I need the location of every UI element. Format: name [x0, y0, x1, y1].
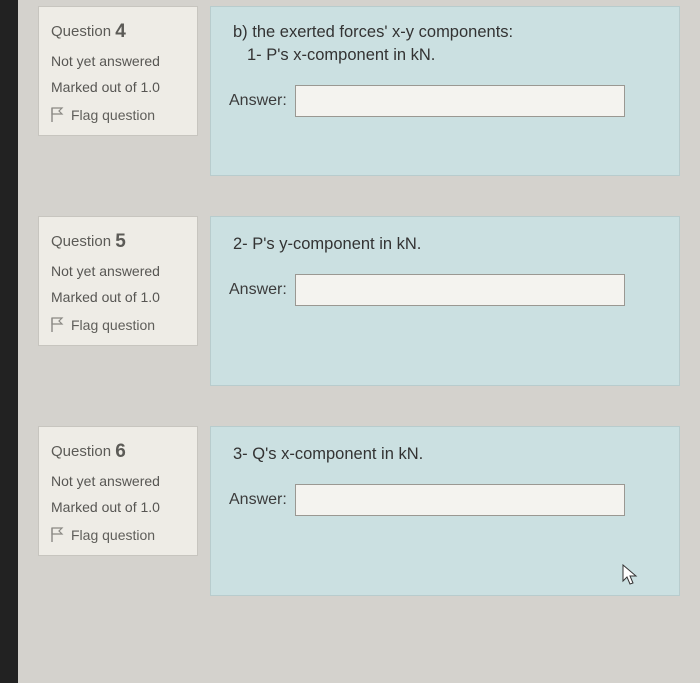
question-info-box: Question 4 Not yet answered Marked out o… [38, 6, 198, 136]
flag-icon [51, 107, 65, 123]
flag-question-link[interactable]: Flag question [51, 107, 185, 123]
flag-icon [51, 317, 65, 333]
question-number: 6 [115, 441, 126, 462]
question-prompt: 3- Q's x-component in kN. [233, 445, 663, 464]
question-content: 3- Q's x-component in kN. Answer: [210, 426, 680, 596]
question-status: Not yet answered [51, 473, 185, 489]
question-info-box: Question 5 Not yet answered Marked out o… [38, 216, 198, 346]
flag-icon [51, 527, 65, 543]
answer-row: Answer: [229, 484, 663, 516]
flag-label: Flag question [71, 107, 155, 123]
question-title: Question 4 [51, 21, 185, 43]
question-intro: b) the exerted forces' x-y components: [233, 23, 663, 42]
question-marks: Marked out of 1.0 [51, 79, 185, 95]
question-status: Not yet answered [51, 263, 185, 279]
question-row: Question 6 Not yet answered Marked out o… [38, 426, 680, 596]
answer-input[interactable] [295, 85, 625, 117]
answer-label: Answer: [229, 491, 287, 509]
question-number: 5 [115, 231, 126, 252]
question-content: 2- P's y-component in kN. Answer: [210, 216, 680, 386]
answer-label: Answer: [229, 92, 287, 110]
answer-row: Answer: [229, 274, 663, 306]
question-title: Question 6 [51, 441, 185, 463]
quiz-page: Question 4 Not yet answered Marked out o… [0, 0, 700, 683]
question-status: Not yet answered [51, 53, 185, 69]
question-number: 4 [115, 21, 126, 42]
answer-input[interactable] [295, 274, 625, 306]
question-marks: Marked out of 1.0 [51, 289, 185, 305]
question-row: Question 4 Not yet answered Marked out o… [38, 0, 680, 176]
flag-question-link[interactable]: Flag question [51, 527, 185, 543]
question-prompt: 1- P's x-component in kN. [247, 46, 663, 65]
question-marks: Marked out of 1.0 [51, 499, 185, 515]
answer-row: Answer: [229, 85, 663, 117]
flag-label: Flag question [71, 317, 155, 333]
question-prefix: Question [51, 233, 111, 250]
question-title: Question 5 [51, 231, 185, 253]
question-row: Question 5 Not yet answered Marked out o… [38, 216, 680, 386]
flag-label: Flag question [71, 527, 155, 543]
question-prompt: 2- P's y-component in kN. [233, 235, 663, 254]
flag-question-link[interactable]: Flag question [51, 317, 185, 333]
answer-input[interactable] [295, 484, 625, 516]
answer-label: Answer: [229, 281, 287, 299]
question-prefix: Question [51, 443, 111, 460]
question-info-box: Question 6 Not yet answered Marked out o… [38, 426, 198, 556]
question-prefix: Question [51, 23, 111, 40]
question-content: b) the exerted forces' x-y components: 1… [210, 6, 680, 176]
